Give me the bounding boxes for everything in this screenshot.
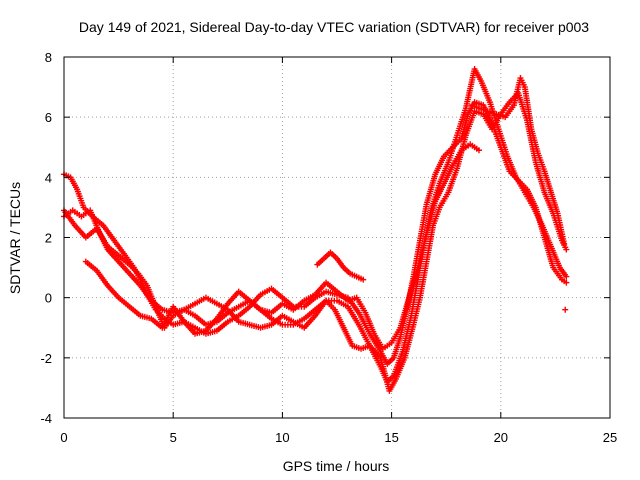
data-point-marker [563, 279, 570, 286]
x-tick-label: 15 [384, 430, 398, 445]
x-tick-label: 25 [603, 430, 617, 445]
y-tick-label: -4 [40, 411, 52, 426]
axis-ticks [63, 56, 611, 419]
x-tick-label: 0 [60, 430, 67, 445]
data-point-marker [360, 276, 367, 283]
data-point-marker [475, 147, 482, 154]
y-tick-label: 6 [45, 110, 52, 125]
data-point-marker [563, 246, 570, 253]
y-tick-label: 2 [45, 231, 52, 246]
y-tick-label: 8 [45, 50, 52, 65]
y-tick-label: 0 [45, 291, 52, 306]
y-tick-label: 4 [45, 170, 52, 185]
data-point-marker [562, 306, 569, 313]
x-tick-label: 20 [494, 430, 508, 445]
y-tick-label: -2 [40, 351, 52, 366]
data-point-marker [563, 273, 570, 280]
chart-title: Day 149 of 2021, Sidereal Day-to-day VTE… [79, 19, 589, 35]
data-points [61, 66, 570, 394]
x-tick-label: 10 [275, 430, 289, 445]
y-axis-label: SDTVAR / TECUs [7, 182, 23, 294]
axis-tick-labels: 0 5 10 15 20 25 -4 -2 0 2 4 6 8 [40, 50, 617, 445]
x-axis-label: GPS time / hours [283, 458, 390, 474]
x-tick-label: 5 [170, 430, 177, 445]
data-point-marker [561, 240, 568, 247]
